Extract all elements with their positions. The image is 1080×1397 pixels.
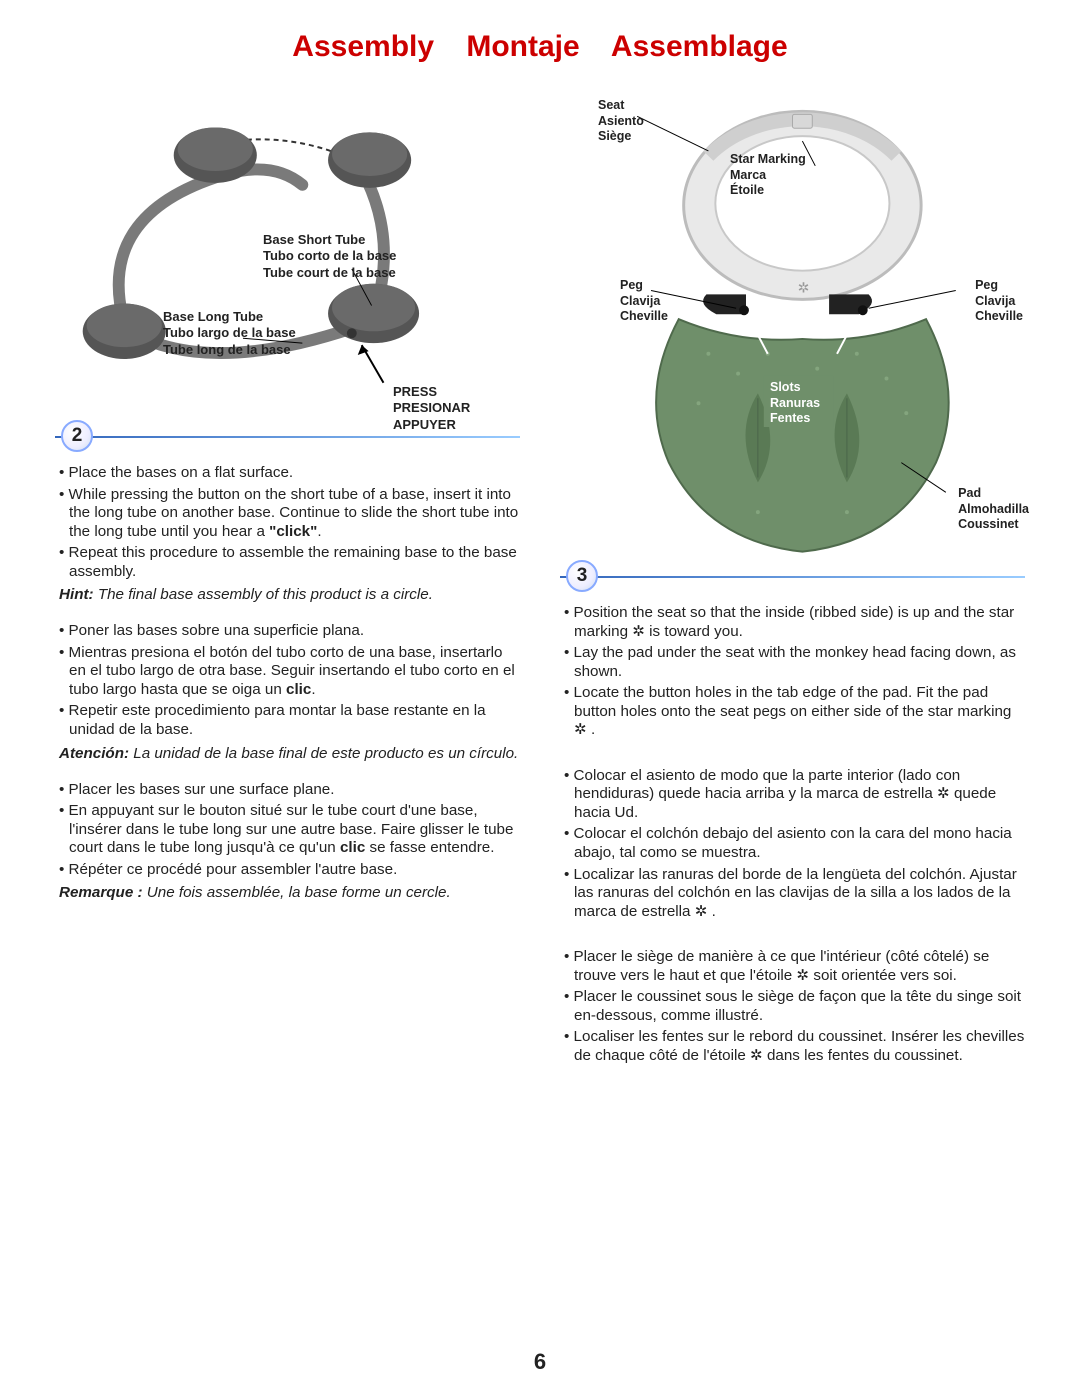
label-press: PRESS PRESIONAR APPUYER [393,384,470,433]
hint-fr: Remarque : Une fois assemblée, la base f… [59,883,520,902]
instructions-es-3: Colocar el asiento de modo que la parte … [560,767,1025,921]
bullet: Localizar las ranuras del borde de la le… [560,866,1025,922]
bullet: Placer les bases sur une surface plane. [55,781,520,800]
bullet: Lay the pad under the seat with the monk… [560,644,1025,681]
hint-en: Hint: The final base assembly of this pr… [59,585,520,604]
bullet: En appuyant sur le bouton situé sur le t… [55,802,520,858]
hint-es: Atención: La unidad de la base final de … [59,744,520,763]
instructions-fr-2: Placer les bases sur une surface plane. … [55,781,520,880]
svg-text:✲: ✲ [798,279,810,295]
label-peg-right: Peg Clavija Cheville [975,278,1023,325]
instructions-fr-3: Placer le siège de manière à ce que l'in… [560,948,1025,1065]
bullet: Poner las bases sobre una superficie pla… [55,622,520,641]
label-short-tube: Base Short Tube Tubo corto de la base Tu… [263,232,396,281]
bullet: Placer le siège de manière à ce que l'in… [560,948,1025,985]
instructions-es-2: Poner las bases sobre una superficie pla… [55,622,520,739]
bullet: Localiser les fentes sur le rebord du co… [560,1028,1025,1065]
content-columns: Base Short Tube Tubo corto de la base Tu… [55,94,1025,1068]
label-long-tube: Base Long Tube Tubo largo de la base Tub… [163,309,296,358]
bullet: Repetir este procedimiento para montar l… [55,702,520,739]
bullet: Repeat this procedure to assemble the re… [55,544,520,581]
label-slots: Slots Ranuras Fentes [770,380,820,427]
step-number-3: 3 [566,560,598,592]
bullet: Position the seat so that the inside (ri… [560,604,1025,641]
page-title: Assembly Montaje Assemblage [55,30,1025,64]
right-column: ✲ [560,94,1025,1068]
step-number-2: 2 [61,420,93,452]
divider [55,436,520,438]
label-star: Star Marking Marca Étoile [730,152,806,199]
bullet: Répéter ce procédé pour assembler l'autr… [55,861,520,880]
page-number: 6 [0,1349,1080,1375]
bullet: Mientras presiona el botón del tubo cort… [55,644,520,700]
left-column: Base Short Tube Tubo corto de la base Tu… [55,94,520,1068]
bullet: Locate the button holes in the tab edge … [560,684,1025,740]
bullet: Placer le coussinet sous le siège de faç… [560,988,1025,1025]
figure-step-3: ✲ [560,94,1025,594]
divider [560,576,1025,578]
bullet: Colocar el asiento de modo que la parte … [560,767,1025,823]
label-pad: Pad Almohadilla Coussinet [958,486,1029,533]
bullet: Colocar el colchón debajo del asiento co… [560,825,1025,862]
instructions-en-2: Place the bases on a flat surface. While… [55,464,520,581]
bullet: While pressing the button on the short t… [55,486,520,542]
instructions-en-3: Position the seat so that the inside (ri… [560,604,1025,740]
bullet: Place the bases on a flat surface. [55,464,520,483]
figure-step-2: Base Short Tube Tubo corto de la base Tu… [55,94,520,454]
label-peg-left: Peg Clavija Cheville [620,278,668,325]
label-seat: Seat Asiento Siège [598,98,644,145]
